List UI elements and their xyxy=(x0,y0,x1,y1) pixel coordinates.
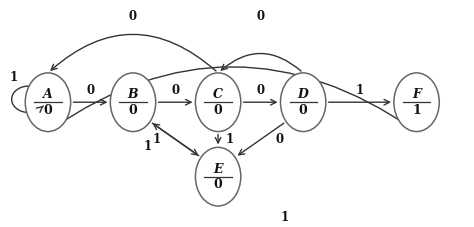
Ellipse shape xyxy=(110,73,156,132)
Text: 0: 0 xyxy=(44,104,52,117)
Text: 0: 0 xyxy=(214,178,222,191)
Ellipse shape xyxy=(281,73,326,132)
FancyArrowPatch shape xyxy=(239,123,284,155)
Text: F: F xyxy=(412,88,421,101)
Text: B: B xyxy=(128,88,138,101)
FancyArrowPatch shape xyxy=(154,124,199,156)
Text: C: C xyxy=(213,88,223,101)
FancyArrowPatch shape xyxy=(152,123,198,155)
Text: 0: 0 xyxy=(129,10,137,23)
Text: 1: 1 xyxy=(10,71,18,84)
Text: 1: 1 xyxy=(280,211,288,224)
Text: 1: 1 xyxy=(356,84,364,97)
Text: D: D xyxy=(298,88,309,101)
Text: 1: 1 xyxy=(412,104,421,117)
Text: 1: 1 xyxy=(153,133,161,146)
Text: 0: 0 xyxy=(275,133,283,146)
Text: A: A xyxy=(43,88,53,101)
Text: 0: 0 xyxy=(299,104,308,117)
FancyArrowPatch shape xyxy=(215,134,221,143)
Ellipse shape xyxy=(25,73,71,132)
Ellipse shape xyxy=(195,73,241,132)
Text: 0: 0 xyxy=(86,84,94,97)
Text: 0: 0 xyxy=(214,104,222,117)
Text: 0: 0 xyxy=(256,84,264,97)
FancyArrowPatch shape xyxy=(244,99,276,105)
Text: 0: 0 xyxy=(172,84,180,97)
Text: 0: 0 xyxy=(256,10,264,23)
Text: 0: 0 xyxy=(128,104,137,117)
Ellipse shape xyxy=(394,73,439,132)
Ellipse shape xyxy=(195,147,241,206)
FancyArrowPatch shape xyxy=(328,99,390,105)
FancyArrowPatch shape xyxy=(73,99,106,105)
FancyArrowPatch shape xyxy=(158,99,191,105)
Text: E: E xyxy=(213,163,223,176)
Text: 1: 1 xyxy=(143,140,151,153)
Text: 1: 1 xyxy=(226,133,234,146)
